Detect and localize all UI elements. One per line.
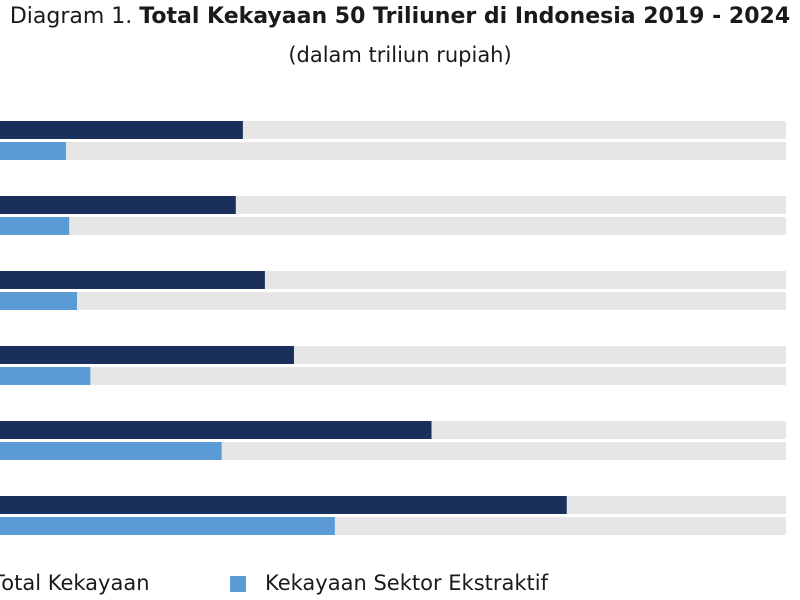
bar-total-kekayaan-2 bbox=[0, 196, 236, 214]
bar-total-kekayaan-6 bbox=[0, 496, 567, 514]
bar-track bbox=[0, 367, 786, 385]
legend-swatch-ekstraktif bbox=[230, 576, 246, 592]
bar-track bbox=[0, 142, 786, 160]
bar-total-kekayaan-5 bbox=[0, 421, 432, 439]
legend-label-ekstraktif: Kekayaan Sektor Ekstraktif bbox=[265, 571, 548, 595]
bar-total-kekayaan-3 bbox=[0, 271, 265, 289]
chart-title-main: Total Kekayaan 50 Triliuner di Indonesia… bbox=[139, 4, 791, 29]
bar-total-kekayaan-1 bbox=[0, 121, 243, 139]
bar-chart bbox=[0, 121, 786, 535]
bar-track bbox=[0, 292, 786, 310]
chart-title: Diagram 1. Total Kekayaan 50 Triliuner d… bbox=[0, 2, 800, 32]
bar-ekstraktif-1 bbox=[0, 142, 67, 160]
bar-ekstraktif-3 bbox=[0, 292, 78, 310]
chart-subtitle: (dalam triliun rupiah) bbox=[288, 43, 512, 67]
bar-ekstraktif-5 bbox=[0, 442, 222, 460]
chart-title-prefix: Diagram 1. bbox=[9, 4, 133, 29]
bar-track bbox=[0, 217, 786, 235]
bar-ekstraktif-4 bbox=[0, 367, 91, 385]
bar-total-kekayaan-4 bbox=[0, 346, 294, 364]
bar-ekstraktif-2 bbox=[0, 217, 70, 235]
bar-ekstraktif-6 bbox=[0, 517, 335, 535]
legend-label-total-kekayaan: Total Kekayaan bbox=[0, 571, 150, 595]
